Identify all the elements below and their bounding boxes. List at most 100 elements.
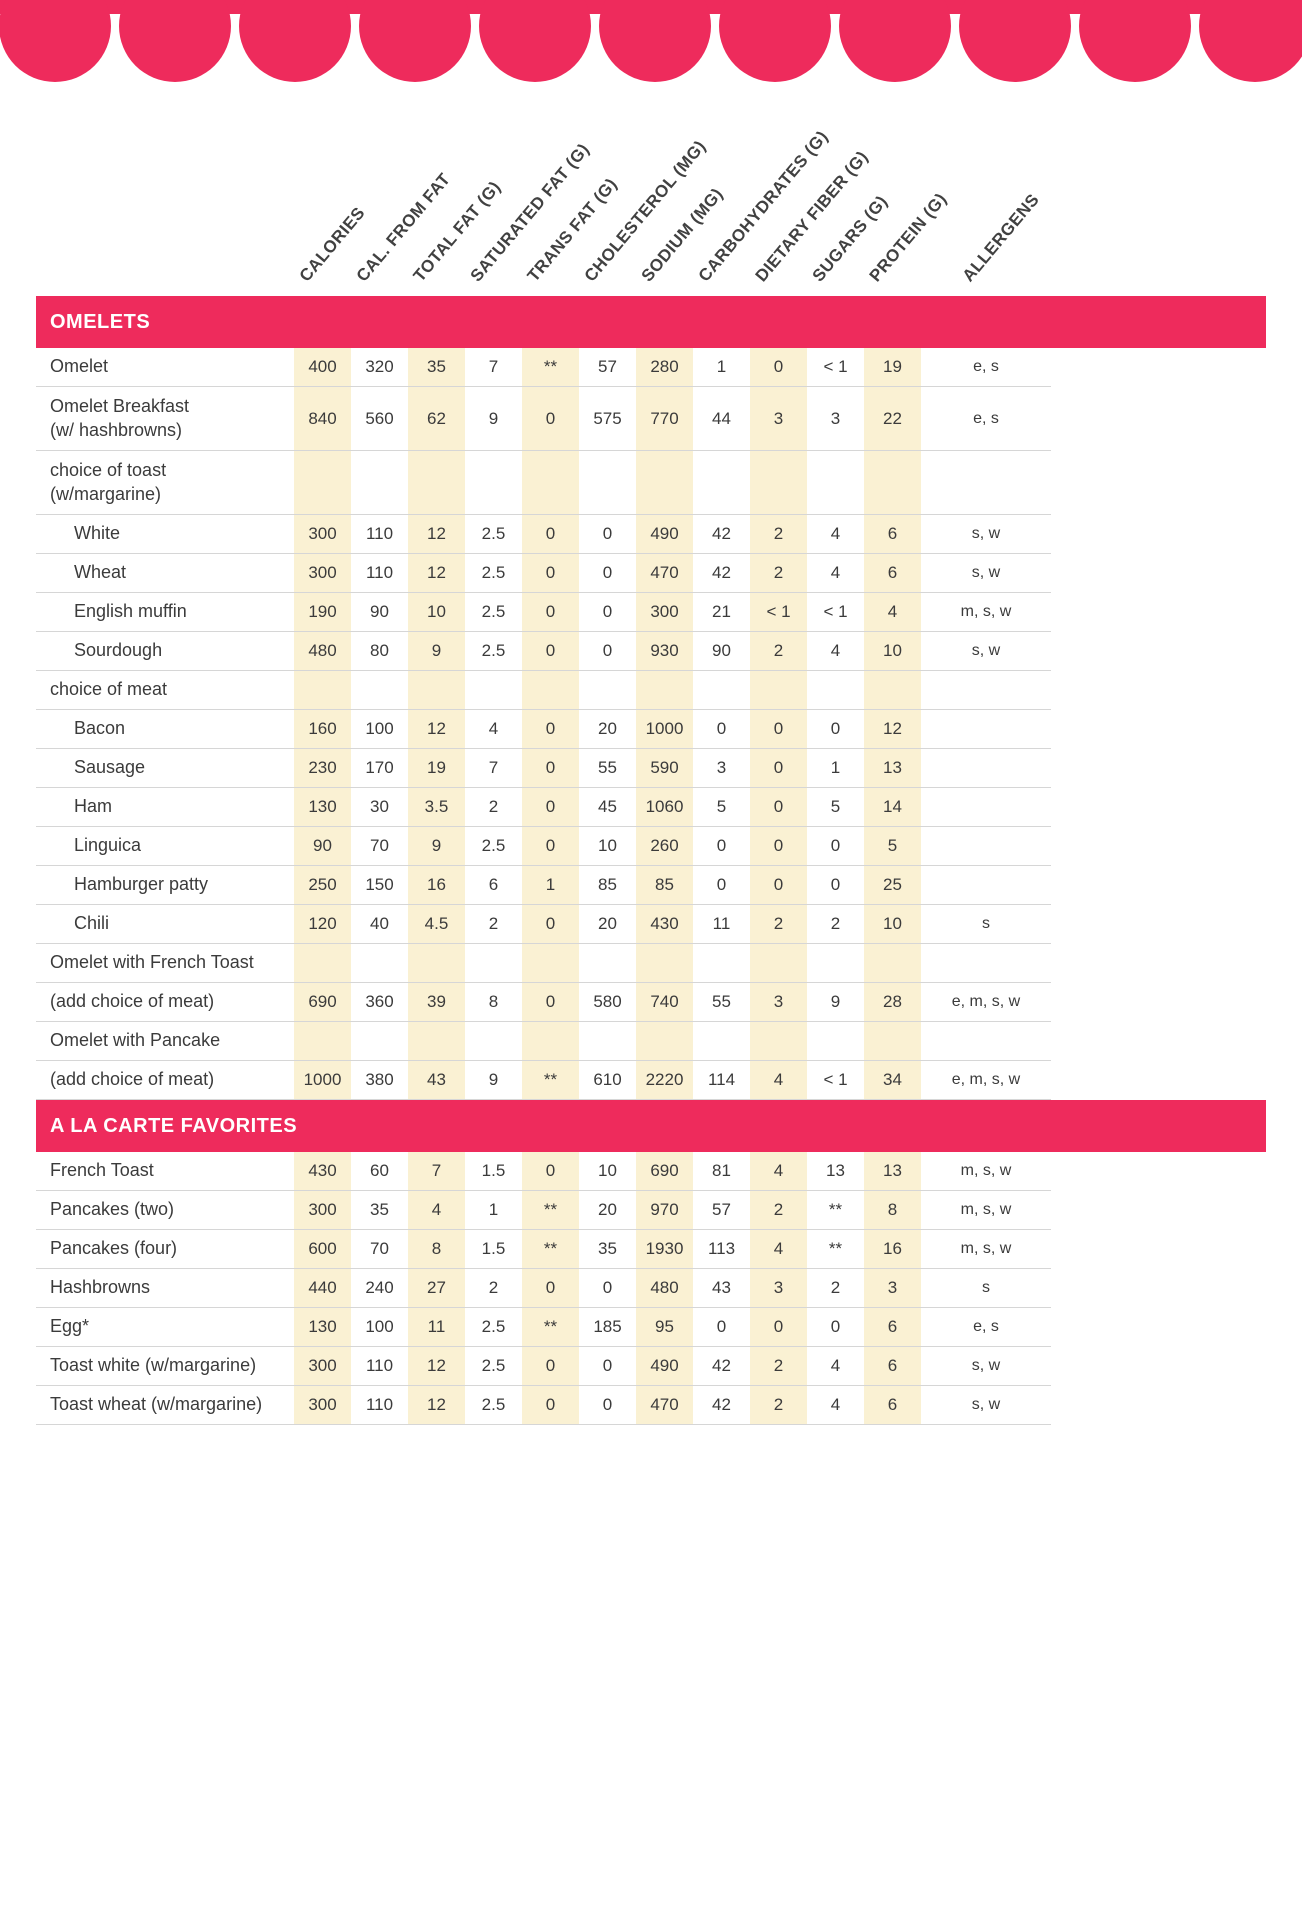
value-cell: 480 [636, 1269, 693, 1307]
value-cell: 35 [370, 1200, 389, 1219]
value-cell: 70 [370, 836, 389, 855]
item-name: Hamburger patty [74, 874, 209, 895]
value-cell: 0 [716, 836, 727, 855]
value-cell: 3 [716, 758, 727, 777]
value-cell: 490 [636, 515, 693, 553]
awning-scallop [599, 0, 711, 82]
value-cell: 2 [750, 905, 807, 943]
table-row: Omelet with Pancake [36, 1022, 1051, 1061]
value-cell: 2.5 [481, 836, 506, 855]
value-cell: 260 [636, 827, 693, 865]
value-cell: 12 [408, 710, 465, 748]
value-cell [522, 671, 579, 709]
table-row: French Toast 430 60 7 1.5 0 10 690 81 4 13 13 m, s, … [36, 1152, 1051, 1191]
value-cell: 2 [830, 914, 841, 933]
value-cell: 95 [636, 1308, 693, 1346]
value-cell: 470 [636, 554, 693, 592]
value-cell: 400 [294, 348, 351, 386]
value-cell: 1 [716, 357, 727, 376]
table-row: Omelet with French Toast [36, 944, 1051, 983]
awning-scallop [959, 0, 1071, 82]
allergens-cell [921, 710, 1051, 748]
item-name: Bacon [74, 718, 126, 739]
item-name: Omelet with French Toast [50, 952, 254, 973]
value-cell: 430 [636, 905, 693, 943]
value-cell: 13 [864, 749, 921, 787]
value-cell: ** [522, 1230, 579, 1268]
awning-scallop [839, 0, 951, 82]
value-cell: 10 [598, 836, 617, 855]
item-name: Egg* [50, 1316, 90, 1337]
item-name: Toast wheat (w/margarine) [50, 1394, 263, 1415]
value-cell: 7 [488, 357, 499, 376]
item-name: choice of meat [50, 679, 168, 700]
value-cell: 0 [750, 788, 807, 826]
value-cell: 300 [636, 593, 693, 631]
value-cell: ** [522, 348, 579, 386]
value-cell: 1000 [294, 1061, 351, 1099]
table-row: Toast white (w/margarine) 300 110 12 2.5 0 0 49… [36, 1347, 1051, 1386]
value-cell: 113 [707, 1239, 736, 1258]
value-cell: 2.5 [481, 563, 506, 582]
value-cell [465, 451, 522, 514]
value-cell: 0 [522, 710, 579, 748]
value-cell: 0 [750, 710, 807, 748]
value-cell: 39 [408, 983, 465, 1021]
value-cell: 610 [593, 1070, 622, 1089]
value-cell: 280 [636, 348, 693, 386]
item-name: Omelet Breakfast (w/ hashbrowns) [50, 396, 190, 440]
value-cell: 57 [598, 357, 617, 376]
value-cell [351, 1022, 408, 1060]
value-cell [522, 1022, 579, 1060]
value-cell [465, 1022, 522, 1060]
value-cell: 11 [408, 1308, 465, 1346]
value-cell: 3 [864, 1269, 921, 1307]
item-name: Toast white (w/margarine) [50, 1355, 257, 1376]
value-cell: 2.5 [481, 602, 506, 621]
value-cell [465, 944, 522, 982]
value-cell: 690 [294, 983, 351, 1021]
value-cell: 5 [716, 797, 727, 816]
allergens-cell: e, s [973, 1318, 999, 1335]
value-cell: 11 [712, 914, 731, 933]
column-header: ALLERGENS [958, 190, 1043, 286]
value-cell: 8 [488, 992, 499, 1011]
value-cell: < 1 [750, 593, 807, 631]
value-cell: 1.5 [481, 1161, 506, 1180]
value-cell: 12 [408, 515, 465, 553]
table-row: choice of meat [36, 671, 1051, 710]
value-cell: 25 [864, 866, 921, 904]
value-cell: 0 [522, 1347, 579, 1385]
value-cell: 190 [294, 593, 351, 631]
value-cell: 0 [602, 524, 613, 543]
value-cell: 0 [830, 875, 841, 894]
value-cell: 0 [716, 1317, 727, 1336]
value-cell: 10 [408, 593, 465, 631]
value-cell: 2.5 [481, 1356, 506, 1375]
value-cell: 0 [750, 866, 807, 904]
table-row: Bacon 160 100 12 4 0 20 1000 0 0 0 12 [36, 710, 1051, 749]
value-cell: < 1 [823, 1070, 848, 1089]
value-cell: 7 [408, 1152, 465, 1190]
value-cell: 20 [598, 914, 617, 933]
value-cell [351, 944, 408, 982]
value-cell: 580 [593, 992, 622, 1011]
value-cell [693, 451, 750, 514]
value-cell: 28 [864, 983, 921, 1021]
value-cell: ** [522, 1191, 579, 1229]
value-cell: 9 [488, 408, 499, 428]
table-row: White 300 110 12 2.5 0 0 490 42 2 4 6 s, w [36, 515, 1051, 554]
value-cell: 57 [712, 1200, 731, 1219]
value-cell: 2.5 [481, 641, 506, 660]
value-cell [408, 451, 465, 514]
value-cell: 14 [864, 788, 921, 826]
value-cell: 4 [750, 1061, 807, 1099]
value-cell [351, 451, 408, 514]
value-cell: 43 [712, 1278, 731, 1297]
allergens-cell: m, s, w [960, 1240, 1012, 1257]
value-cell [864, 671, 921, 709]
value-cell: 9 [408, 632, 465, 670]
value-cell: 0 [522, 983, 579, 1021]
value-cell: 0 [716, 875, 727, 894]
value-cell: 100 [365, 1317, 394, 1336]
